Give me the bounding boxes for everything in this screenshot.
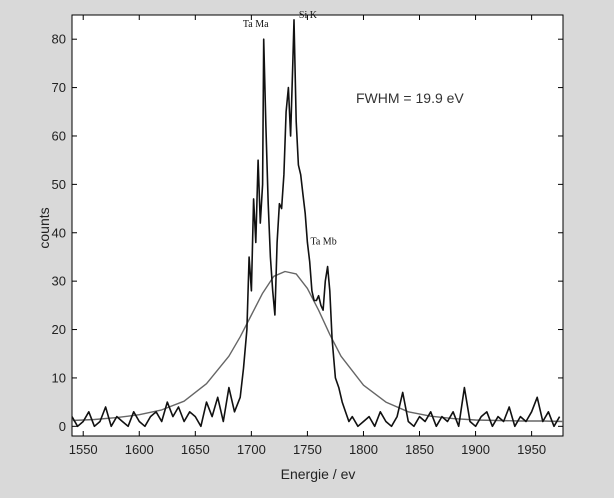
x-axis-title: Energie / ev bbox=[281, 466, 356, 482]
x-tick-label: 1750 bbox=[293, 442, 322, 457]
plot-area bbox=[71, 14, 564, 437]
x-axis-ticks: 1550 1600 1650 1700 1750 1800 1850 1900 1950 bbox=[69, 15, 546, 457]
fwhm-annotation: FWHM = 19.9 eV bbox=[356, 90, 464, 106]
x-tick-label: 1800 bbox=[349, 442, 378, 457]
spectrum-line bbox=[71, 18, 561, 428]
y-tick-label: 10 bbox=[52, 370, 66, 385]
spectrum-layer bbox=[71, 18, 561, 428]
y-tick-label: 80 bbox=[52, 32, 66, 47]
peak-label: Ta Ma bbox=[243, 19, 269, 30]
x-tick-label: 1950 bbox=[517, 442, 546, 457]
peak-labels: Ta Ma Si K Ta Mb bbox=[243, 10, 337, 248]
x-tick-label: 1650 bbox=[181, 442, 210, 457]
gaussian-fit-line bbox=[71, 270, 564, 423]
fit-curve-layer bbox=[71, 270, 564, 423]
x-tick-label: 1550 bbox=[69, 442, 98, 457]
y-tick-label: 20 bbox=[52, 322, 66, 337]
y-tick-label: 50 bbox=[52, 177, 66, 192]
x-tick-label: 1900 bbox=[461, 442, 490, 457]
x-tick-label: 1700 bbox=[237, 442, 266, 457]
peak-label: Si K bbox=[299, 10, 318, 21]
y-tick-label: 40 bbox=[52, 225, 66, 240]
y-axis-ticks: 0 10 20 30 40 50 60 70 80 bbox=[52, 32, 563, 434]
y-tick-label: 60 bbox=[52, 128, 66, 143]
y-tick-label: 70 bbox=[52, 80, 66, 95]
peak-label: Ta Mb bbox=[310, 237, 336, 248]
x-tick-label: 1600 bbox=[125, 442, 154, 457]
y-tick-label: 30 bbox=[52, 274, 66, 289]
y-tick-label: 0 bbox=[59, 419, 66, 434]
x-tick-label: 1850 bbox=[405, 442, 434, 457]
y-axis-title: counts bbox=[36, 207, 52, 248]
